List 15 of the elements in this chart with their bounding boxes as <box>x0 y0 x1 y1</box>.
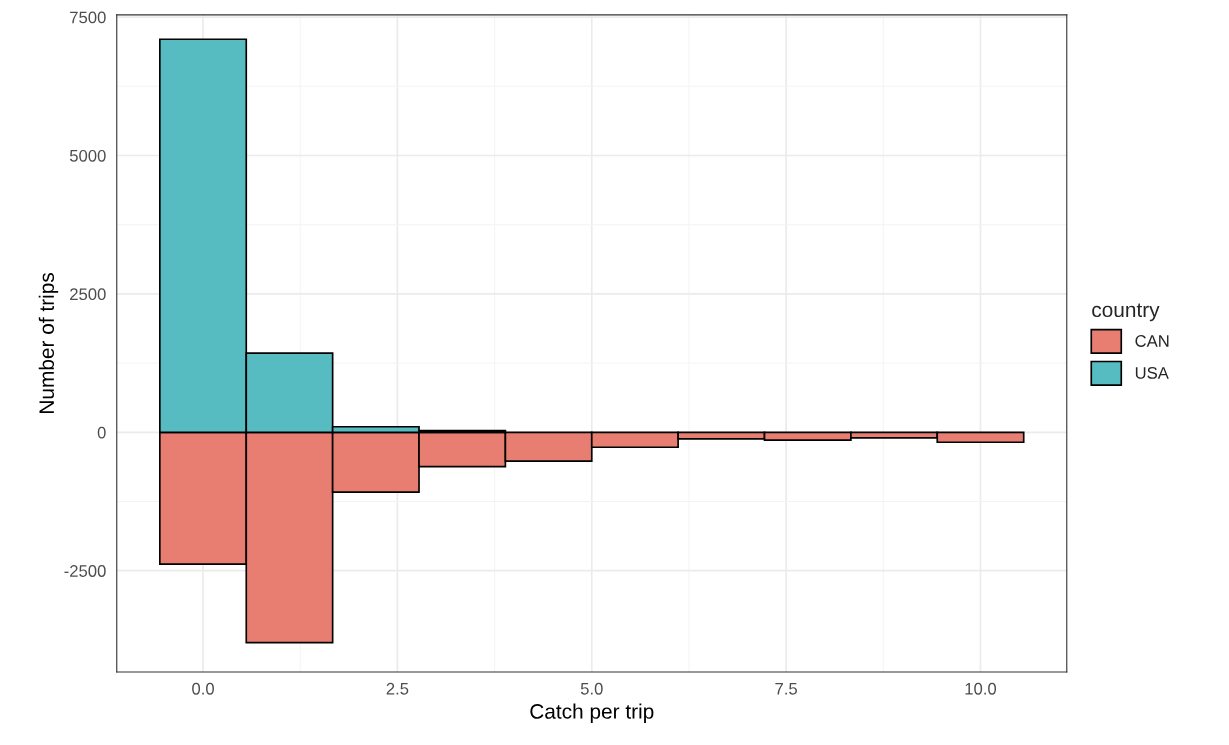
legend-label: USA <box>1135 367 1169 379</box>
y-tick-label: 7500 <box>70 11 106 24</box>
y-tick-label: -2500 <box>64 565 106 577</box>
x-tick-label: 7.5 <box>775 683 798 695</box>
x-axis-title: Catch per trip <box>530 703 654 723</box>
x-tick-label: 2.5 <box>386 682 409 695</box>
x-tick-label: 0.0 <box>192 682 214 695</box>
x-tick-label: 10.0 <box>965 682 997 695</box>
legend-title: country <box>1092 303 1160 322</box>
y-tick-label: 2500 <box>70 288 106 301</box>
y-axis-title: Number of trips <box>38 272 59 413</box>
legend-label: CAN <box>1135 335 1169 347</box>
y-tick-label: 5000 <box>69 149 106 162</box>
x-tick-label: 5.0 <box>580 682 603 695</box>
y-tick-label: 0 <box>97 426 106 439</box>
